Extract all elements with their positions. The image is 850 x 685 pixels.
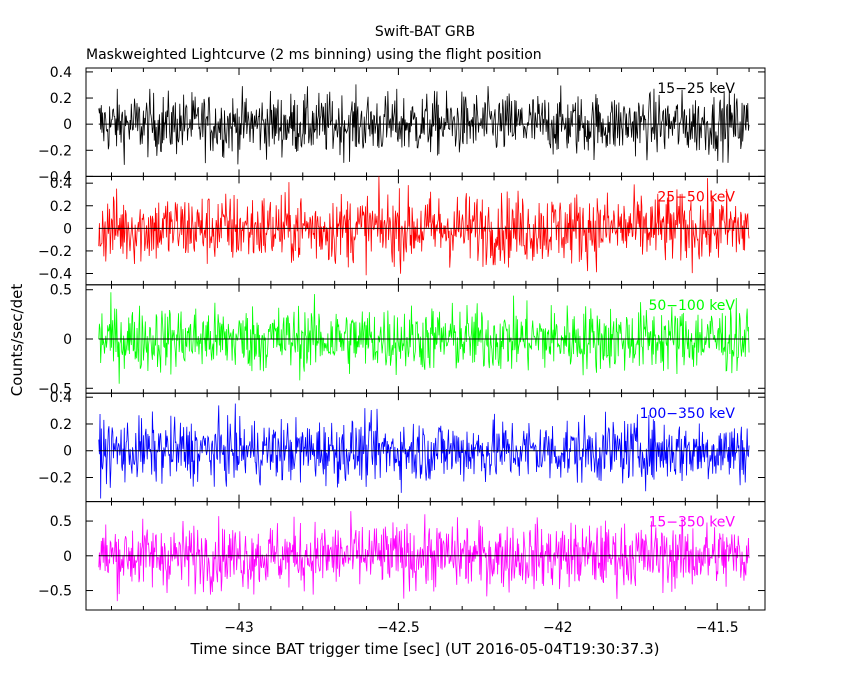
panel-1-ytick-label: 0.4 [50,176,72,192]
panel-4-band-label: 15−350 keV [648,515,735,531]
panel-1-ytick-label: 0.2 [50,199,72,215]
panel-3-series-line [98,403,750,499]
panel-0-band-label: 15−25 keV [657,81,735,97]
panel-2-ytick-label: 0 [63,332,72,348]
xtick-label: −43 [224,620,254,636]
panel-4-ytick-label: 0.5 [50,514,72,530]
panel-2-ytick-label: 0.5 [50,283,72,299]
y-axis-label: Counts/sec/det [8,284,26,397]
panel-1-series-line [98,176,750,276]
panel-0-ytick-label: 0.4 [50,65,72,81]
panel-0-ytick-label: 0.2 [50,91,72,107]
chart-subtitle: Maskweighted Lightcurve (2 ms binning) u… [86,47,542,63]
x-axis-label: Time since BAT trigger time [sec] (UT 20… [190,640,660,658]
panel-1-band-label: 25−50 keV [657,189,735,205]
panel-4-ytick-label: 0 [63,549,72,565]
panels-group: −0.4 −0.2 0 0.2 0.4 15−25 keV −0.4 −0.2 0 0.2 0.4 2… [38,65,766,636]
panel-4-series-line [98,511,750,602]
chart-title: Swift-BAT GRB [375,24,475,40]
xtick-label: −42.5 [377,620,420,636]
panel-2-series-line [98,292,750,384]
panel-0-series-line [98,84,750,165]
panel-3-ytick-label: −0.2 [38,471,72,487]
panel-0-ytick-label: −0.2 [38,143,72,159]
xtick-label: −42 [543,620,573,636]
panel-3-ytick-label: 0.4 [50,390,72,406]
panel-1-ytick-label: 0 [63,221,72,237]
panel-2-band-label: 50−100 keV [648,298,735,314]
panel-3-ytick-label: 0 [63,444,72,460]
panel-2-ytick-label: −0.5 [38,381,72,397]
panel-0-ytick-label: 0 [63,117,72,133]
panel-0-ytick-label: −0.4 [38,169,72,185]
panel-4-ytick-label: −0.5 [38,584,72,600]
panel-3-band-label: 100−350 keV [640,406,736,422]
panel-3-ytick-label: 0.2 [50,417,72,433]
xtick-label: −41.5 [696,620,739,636]
panel-1-ytick-label: −0.4 [38,267,72,283]
panel-1-ytick-label: −0.2 [38,244,72,260]
